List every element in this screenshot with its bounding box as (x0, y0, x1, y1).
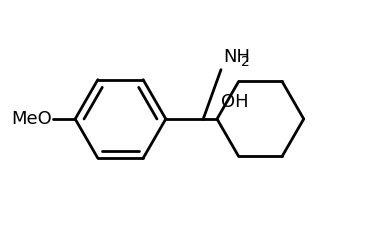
Text: 2: 2 (241, 55, 249, 69)
Text: NH: NH (223, 48, 250, 66)
Text: MeO: MeO (11, 110, 52, 128)
Text: OH: OH (221, 93, 249, 111)
